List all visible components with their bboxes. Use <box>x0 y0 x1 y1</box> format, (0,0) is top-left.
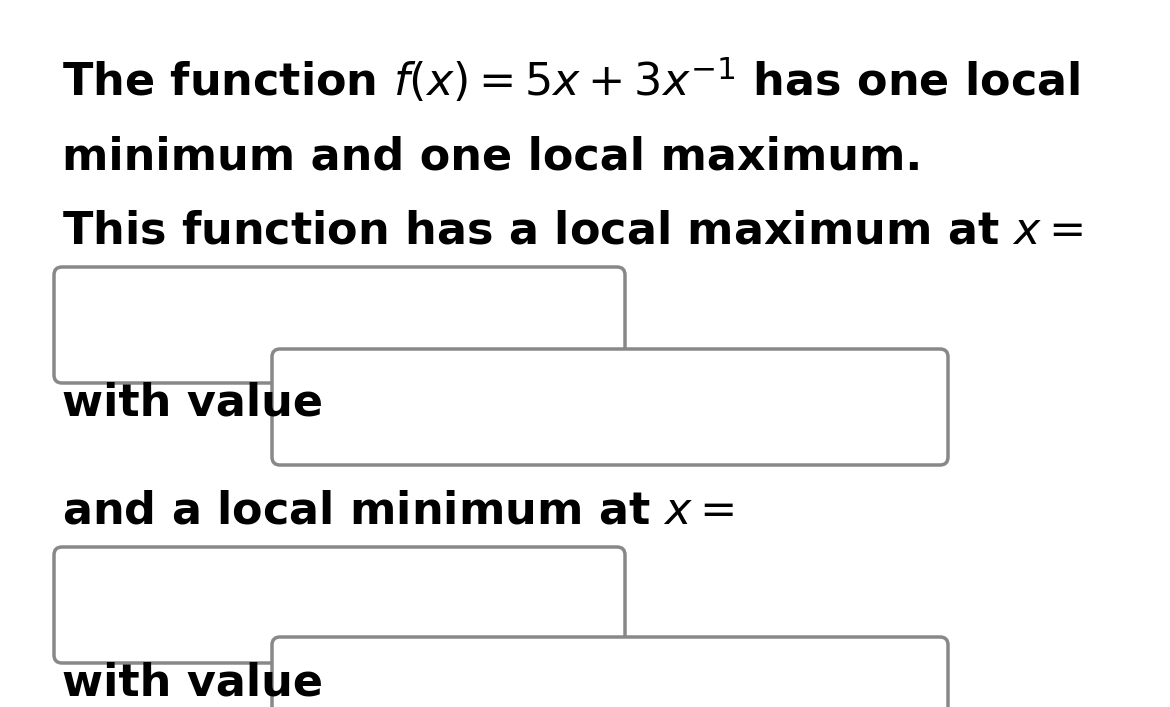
Text: with value: with value <box>62 382 323 425</box>
Text: The function $f(x) = 5x + 3x^{-1}$ has one local: The function $f(x) = 5x + 3x^{-1}$ has o… <box>62 55 1080 105</box>
Text: and a local minimum at $x =$: and a local minimum at $x =$ <box>62 490 735 533</box>
FancyBboxPatch shape <box>271 349 948 465</box>
Text: This function has a local maximum at $x =$: This function has a local maximum at $x … <box>62 210 1083 253</box>
FancyBboxPatch shape <box>54 267 625 383</box>
FancyBboxPatch shape <box>54 547 625 663</box>
Text: with value: with value <box>62 662 323 705</box>
FancyBboxPatch shape <box>271 637 948 707</box>
Text: minimum and one local maximum.: minimum and one local maximum. <box>62 135 922 178</box>
